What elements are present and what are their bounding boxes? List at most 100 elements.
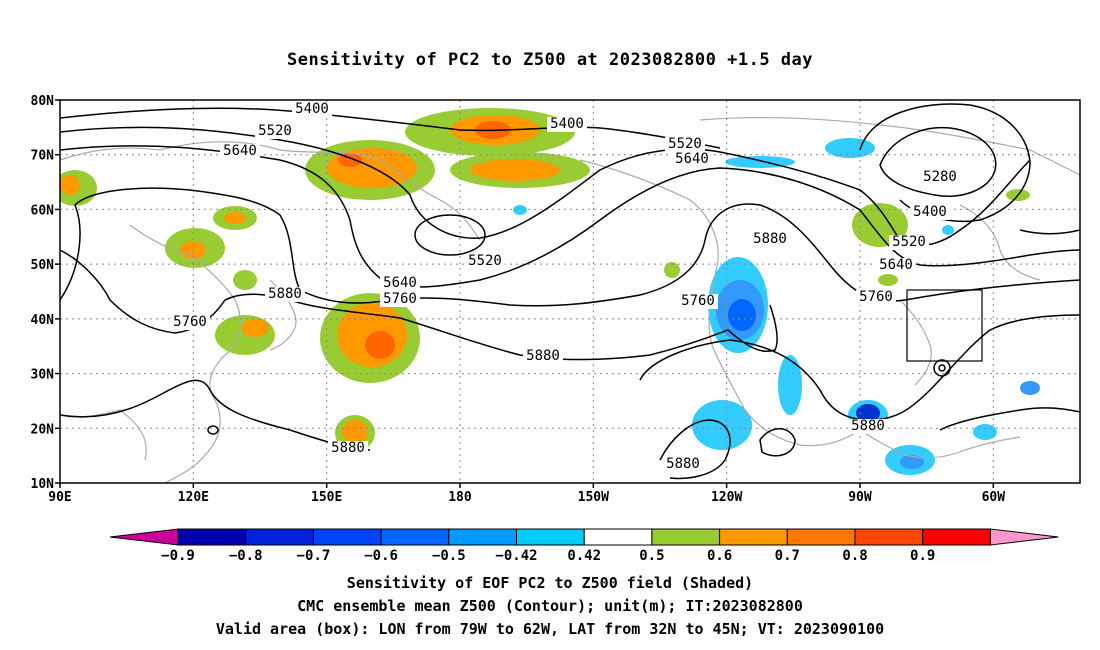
- map-frame: [59, 99, 1081, 484]
- colorbar-swatch: [312, 528, 382, 546]
- chart-title: Sensitivity of PC2 to Z500 at 2023082800…: [286, 50, 813, 70]
- shade-positive: [664, 262, 680, 278]
- shade-negative: [825, 138, 875, 158]
- colorbar: −0.9 −0.8 −0.7 −0.6 −0.5 −0.42 0.42 0.5 0.6 0.7 0.…: [109, 528, 1059, 564]
- shade-positive: [470, 159, 560, 181]
- colorbar-swatch: [583, 528, 653, 546]
- contour-label-bg: [170, 315, 210, 330]
- colorbar-label: −0.7: [297, 548, 331, 564]
- contour-5640: [60, 145, 1080, 288]
- coastline-north-america-west: [579, 159, 861, 447]
- colorbar-label: −0.6: [364, 548, 398, 564]
- lon-tick-label: 90E: [48, 490, 71, 505]
- coastline-labrador: [959, 204, 1041, 281]
- contour-label-bg: [910, 205, 950, 220]
- shade-positive: [241, 319, 269, 337]
- contour-5400-east: [859, 103, 1031, 223]
- shade-negative: [900, 455, 924, 469]
- contour-label-bg: [672, 152, 712, 167]
- lon-tick-label: 150E: [311, 490, 342, 505]
- contour-label: 5640: [383, 275, 417, 291]
- colorbar-swatch: [380, 528, 450, 546]
- contour-5880-east: [939, 407, 1080, 431]
- lat-tick-label: 70N: [31, 149, 55, 164]
- contour-label-bg: [255, 124, 295, 139]
- shade-negative: [513, 205, 527, 215]
- contour-label-bg: [750, 232, 790, 247]
- contour-label: 5640: [223, 143, 257, 159]
- contour-label-bg: [848, 419, 888, 434]
- colorbar-swatch: [651, 528, 721, 546]
- shade-positive: [224, 212, 246, 224]
- contour-label: 5760: [173, 314, 207, 330]
- contour-5520-low: [414, 214, 486, 256]
- lat-tick-label: 60N: [31, 203, 55, 218]
- coastline-us-east: [899, 299, 932, 386]
- lon-tick-label: 180: [448, 490, 472, 505]
- contour-5880-mexico: [659, 419, 731, 480]
- contour-label-bg: [328, 441, 368, 456]
- colorbar-swatch: [245, 528, 314, 546]
- colorbar-label: 0.42: [567, 548, 601, 564]
- colorbar-swatch: [786, 528, 856, 546]
- contour-label-bg: [292, 102, 332, 117]
- contour-label: 5400: [295, 101, 329, 117]
- colorbar-label: 0.9: [910, 548, 935, 564]
- valid-area-box: [906, 289, 983, 362]
- colorbar-label: 0.8: [842, 548, 867, 564]
- contour-label-bg: [856, 290, 896, 305]
- colorbar-swatch: [448, 528, 517, 546]
- contour-small: [933, 359, 951, 377]
- contour-label-bg: [547, 117, 587, 132]
- lon-tick-label: 150W: [578, 490, 609, 505]
- contour-label: 5520: [892, 234, 926, 250]
- contour-label-bg: [380, 276, 420, 291]
- colorbar-label: −0.42: [495, 548, 537, 564]
- colorbar-max-arrow: [989, 528, 1059, 546]
- caption-line-3: Valid area (box): LON from 79W to 62W, L…: [215, 620, 885, 638]
- contour-label: 5880: [268, 286, 302, 302]
- contour-5880: [60, 249, 778, 361]
- contour-label: 5400: [913, 204, 947, 220]
- shade-negative: [856, 404, 880, 422]
- contour-label: 5880: [331, 440, 365, 456]
- longitude-axis: 90E 120E 150E 180 150W 120W 90W 60W: [48, 483, 1005, 505]
- contour-label: 5520: [468, 253, 502, 269]
- contour-label: 5400: [550, 116, 584, 132]
- colorbar-label: 0.7: [775, 548, 800, 564]
- latitude-axis: 10N 20N 30N 40N 50N 60N 70N 80N: [31, 94, 60, 492]
- coastline-gulf: [859, 429, 1021, 459]
- shade-positive: [215, 315, 275, 355]
- contour-label: 5520: [668, 136, 702, 152]
- shade-positive: [365, 331, 395, 359]
- colorbar-min-arrow: [109, 528, 179, 546]
- contour-label-bg: [920, 170, 960, 185]
- contour-label-bg: [665, 137, 705, 152]
- lat-tick-label: 80N: [31, 94, 55, 109]
- shade-negative: [1020, 381, 1040, 395]
- coastline-asia-east: [129, 224, 241, 483]
- lat-tick-label: 20N: [31, 422, 55, 437]
- contour-label: 5880: [851, 418, 885, 434]
- contour-5880-south: [60, 379, 371, 451]
- shade-negative: [778, 355, 802, 415]
- colorbar-label: −0.8: [229, 548, 263, 564]
- contour-label: 5880: [526, 348, 560, 364]
- contour-small: [207, 425, 219, 435]
- colorbar-swatch: [177, 528, 247, 546]
- contour-label-bg: [663, 457, 703, 472]
- contour-label: 5280: [923, 169, 957, 185]
- contour-label: 5520: [258, 123, 292, 139]
- colorbar-swatch: [719, 528, 788, 546]
- contour-label-bg: [678, 294, 718, 309]
- colorbar-label: −0.5: [432, 548, 466, 564]
- contour-label-bg: [876, 258, 916, 273]
- shade-negative: [942, 225, 954, 235]
- lon-tick-label: 120E: [178, 490, 209, 505]
- contour-5640-east: [1019, 229, 1080, 235]
- contour-5400: [60, 107, 721, 149]
- caption-line-1: Sensitivity of EOF PC2 to Z500 field (Sh…: [346, 574, 754, 592]
- contour-5760: [60, 187, 1080, 307]
- shade-positive: [878, 274, 898, 286]
- caption-line-2: CMC ensemble mean Z500 (Contour); unit(m…: [297, 597, 803, 615]
